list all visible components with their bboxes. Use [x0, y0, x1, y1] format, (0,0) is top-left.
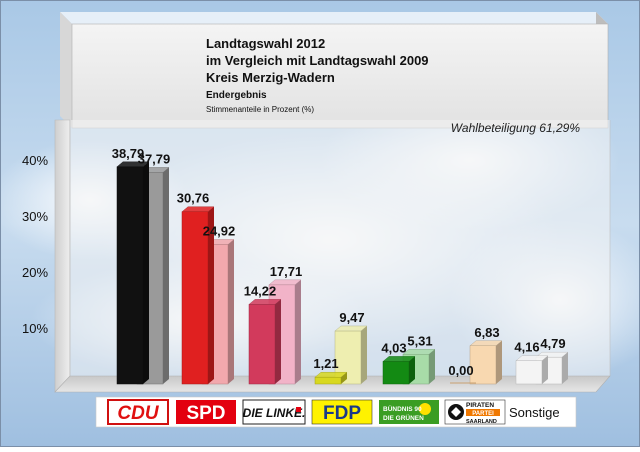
- value-label-2009-5: 6,83: [474, 325, 499, 340]
- bar-2012-4: [382, 356, 416, 385]
- logo-spd: SPD: [176, 400, 236, 424]
- y-tick-label-10: 10%: [22, 321, 48, 336]
- value-label-2009-3: 9,47: [339, 310, 364, 325]
- logo-die-linke: DIE LINKE.: [242, 399, 306, 425]
- value-label-2009-4: 5,31: [407, 333, 432, 348]
- chart-title-line-1: Landtagswahl 2012: [206, 36, 325, 51]
- logo-cdu: CDU: [107, 399, 169, 425]
- svg-text:BÜNDNIS 90: BÜNDNIS 90: [383, 404, 422, 413]
- y-axis: 10% 20% 30% 40%: [22, 153, 48, 336]
- chart-subtitle: Endergebnis: [206, 90, 267, 101]
- title-panel: [60, 12, 609, 129]
- bar-2012-6: [515, 355, 549, 385]
- value-label-2009-6: 4,79: [540, 336, 565, 351]
- svg-text:DIE GRÜNEN: DIE GRÜNEN: [383, 413, 424, 422]
- svg-text:SPD: SPD: [186, 403, 225, 424]
- bar-2012-3: [314, 371, 348, 385]
- bar-2012-2: [248, 299, 282, 385]
- value-label-2012-6: 4,16: [514, 340, 539, 355]
- value-label-2012-3: 1,21: [313, 356, 338, 371]
- y-tick-label-40: 40%: [22, 153, 48, 168]
- bar-2009-5: [469, 340, 503, 385]
- svg-text:FDP: FDP: [323, 403, 361, 424]
- svg-text:PIRATEN: PIRATEN: [466, 402, 494, 409]
- value-label-2009-0: 37,79: [138, 151, 171, 166]
- y-tick-label-30: 30%: [22, 209, 48, 224]
- svg-text:CDU: CDU: [117, 403, 159, 424]
- turnout-label: Wahlbeteiligung 61,29%: [451, 121, 581, 135]
- logo-fdp: FDP: [311, 399, 373, 425]
- svg-text:DIE LINKE.: DIE LINKE.: [243, 406, 306, 420]
- chart-titles: Landtagswahl 2012 im Vergleich mit Landta…: [206, 36, 580, 135]
- y-tick-label-20: 20%: [22, 265, 48, 280]
- bar-2012-0: [116, 161, 150, 385]
- logo-piraten: PIRATEN PARTEI SAARLAND: [444, 399, 506, 425]
- logo-sonstige: Sonstige: [509, 405, 560, 420]
- value-label-2012-1: 30,76: [177, 191, 210, 206]
- chart-title-line-2: im Vergleich mit Landtagswahl 2009: [206, 53, 429, 68]
- chart-note: Stimmenanteile in Prozent (%): [206, 105, 314, 114]
- value-label-2012-2: 14,22: [244, 283, 277, 298]
- bar-2012-1: [181, 206, 215, 385]
- value-label-2012-4: 4,03: [381, 340, 406, 355]
- value-label-2009-1: 24,92: [203, 223, 236, 238]
- value-label-2012-0: 38,79: [112, 146, 145, 161]
- value-label-2009-2: 17,71: [270, 264, 303, 279]
- svg-text:SAARLAND: SAARLAND: [466, 419, 497, 425]
- value-label-2012-5: 0,00: [448, 363, 473, 378]
- chart-title-line-3: Kreis Merzig-Wadern: [206, 70, 335, 85]
- svg-text:PARTEI: PARTEI: [472, 411, 494, 417]
